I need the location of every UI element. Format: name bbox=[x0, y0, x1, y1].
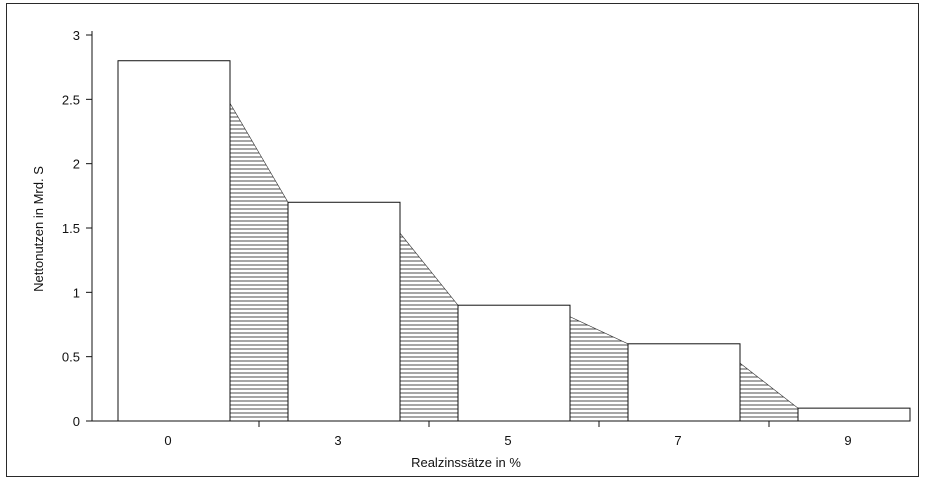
bar-5 bbox=[457, 304, 571, 422]
y-tick-label-4: 2 bbox=[73, 157, 80, 172]
y-tick-label-6: 3 bbox=[73, 28, 80, 43]
x-tick-label-9: 9 bbox=[844, 433, 851, 448]
hatched-area-layer bbox=[229, 102, 799, 422]
x-axis-title: Realzinssätze in % bbox=[411, 455, 521, 470]
y-tick-label-2: 1 bbox=[73, 285, 80, 300]
hatched-area-1 bbox=[229, 102, 289, 422]
y-axis-title: Nettonutzen in Mrd. S bbox=[31, 166, 46, 292]
y-tick-label-3: 1.5 bbox=[62, 221, 80, 236]
x-tick-label-0: 0 bbox=[164, 433, 171, 448]
bar-chart: 0 0.5 1 1.5 2 2.5 3 0 3 5 7 9 Realzinssätze in % Ne… bbox=[31, 28, 911, 470]
bar-0 bbox=[117, 60, 231, 422]
axes-layer: 0 0.5 1 1.5 2 2.5 3 0 3 5 7 9 bbox=[62, 28, 910, 448]
chart-frame: 0 0.5 1 1.5 2 2.5 3 0 3 5 7 9 Realzinssätze in % Ne… bbox=[6, 3, 919, 477]
hatched-area-3 bbox=[569, 316, 629, 422]
x-tick-label-3: 3 bbox=[334, 433, 341, 448]
x-tick-label-5: 5 bbox=[504, 433, 511, 448]
y-tick-label-1: 0.5 bbox=[62, 350, 80, 365]
bar-7 bbox=[627, 343, 741, 422]
hatched-area-4 bbox=[739, 362, 799, 422]
y-tick-label-0: 0 bbox=[73, 414, 80, 429]
y-tick-label-5: 2.5 bbox=[62, 92, 80, 107]
bar-3 bbox=[287, 201, 401, 422]
x-tick-label-7: 7 bbox=[674, 433, 681, 448]
hatched-area-2 bbox=[399, 232, 459, 422]
bar-9 bbox=[797, 407, 911, 422]
